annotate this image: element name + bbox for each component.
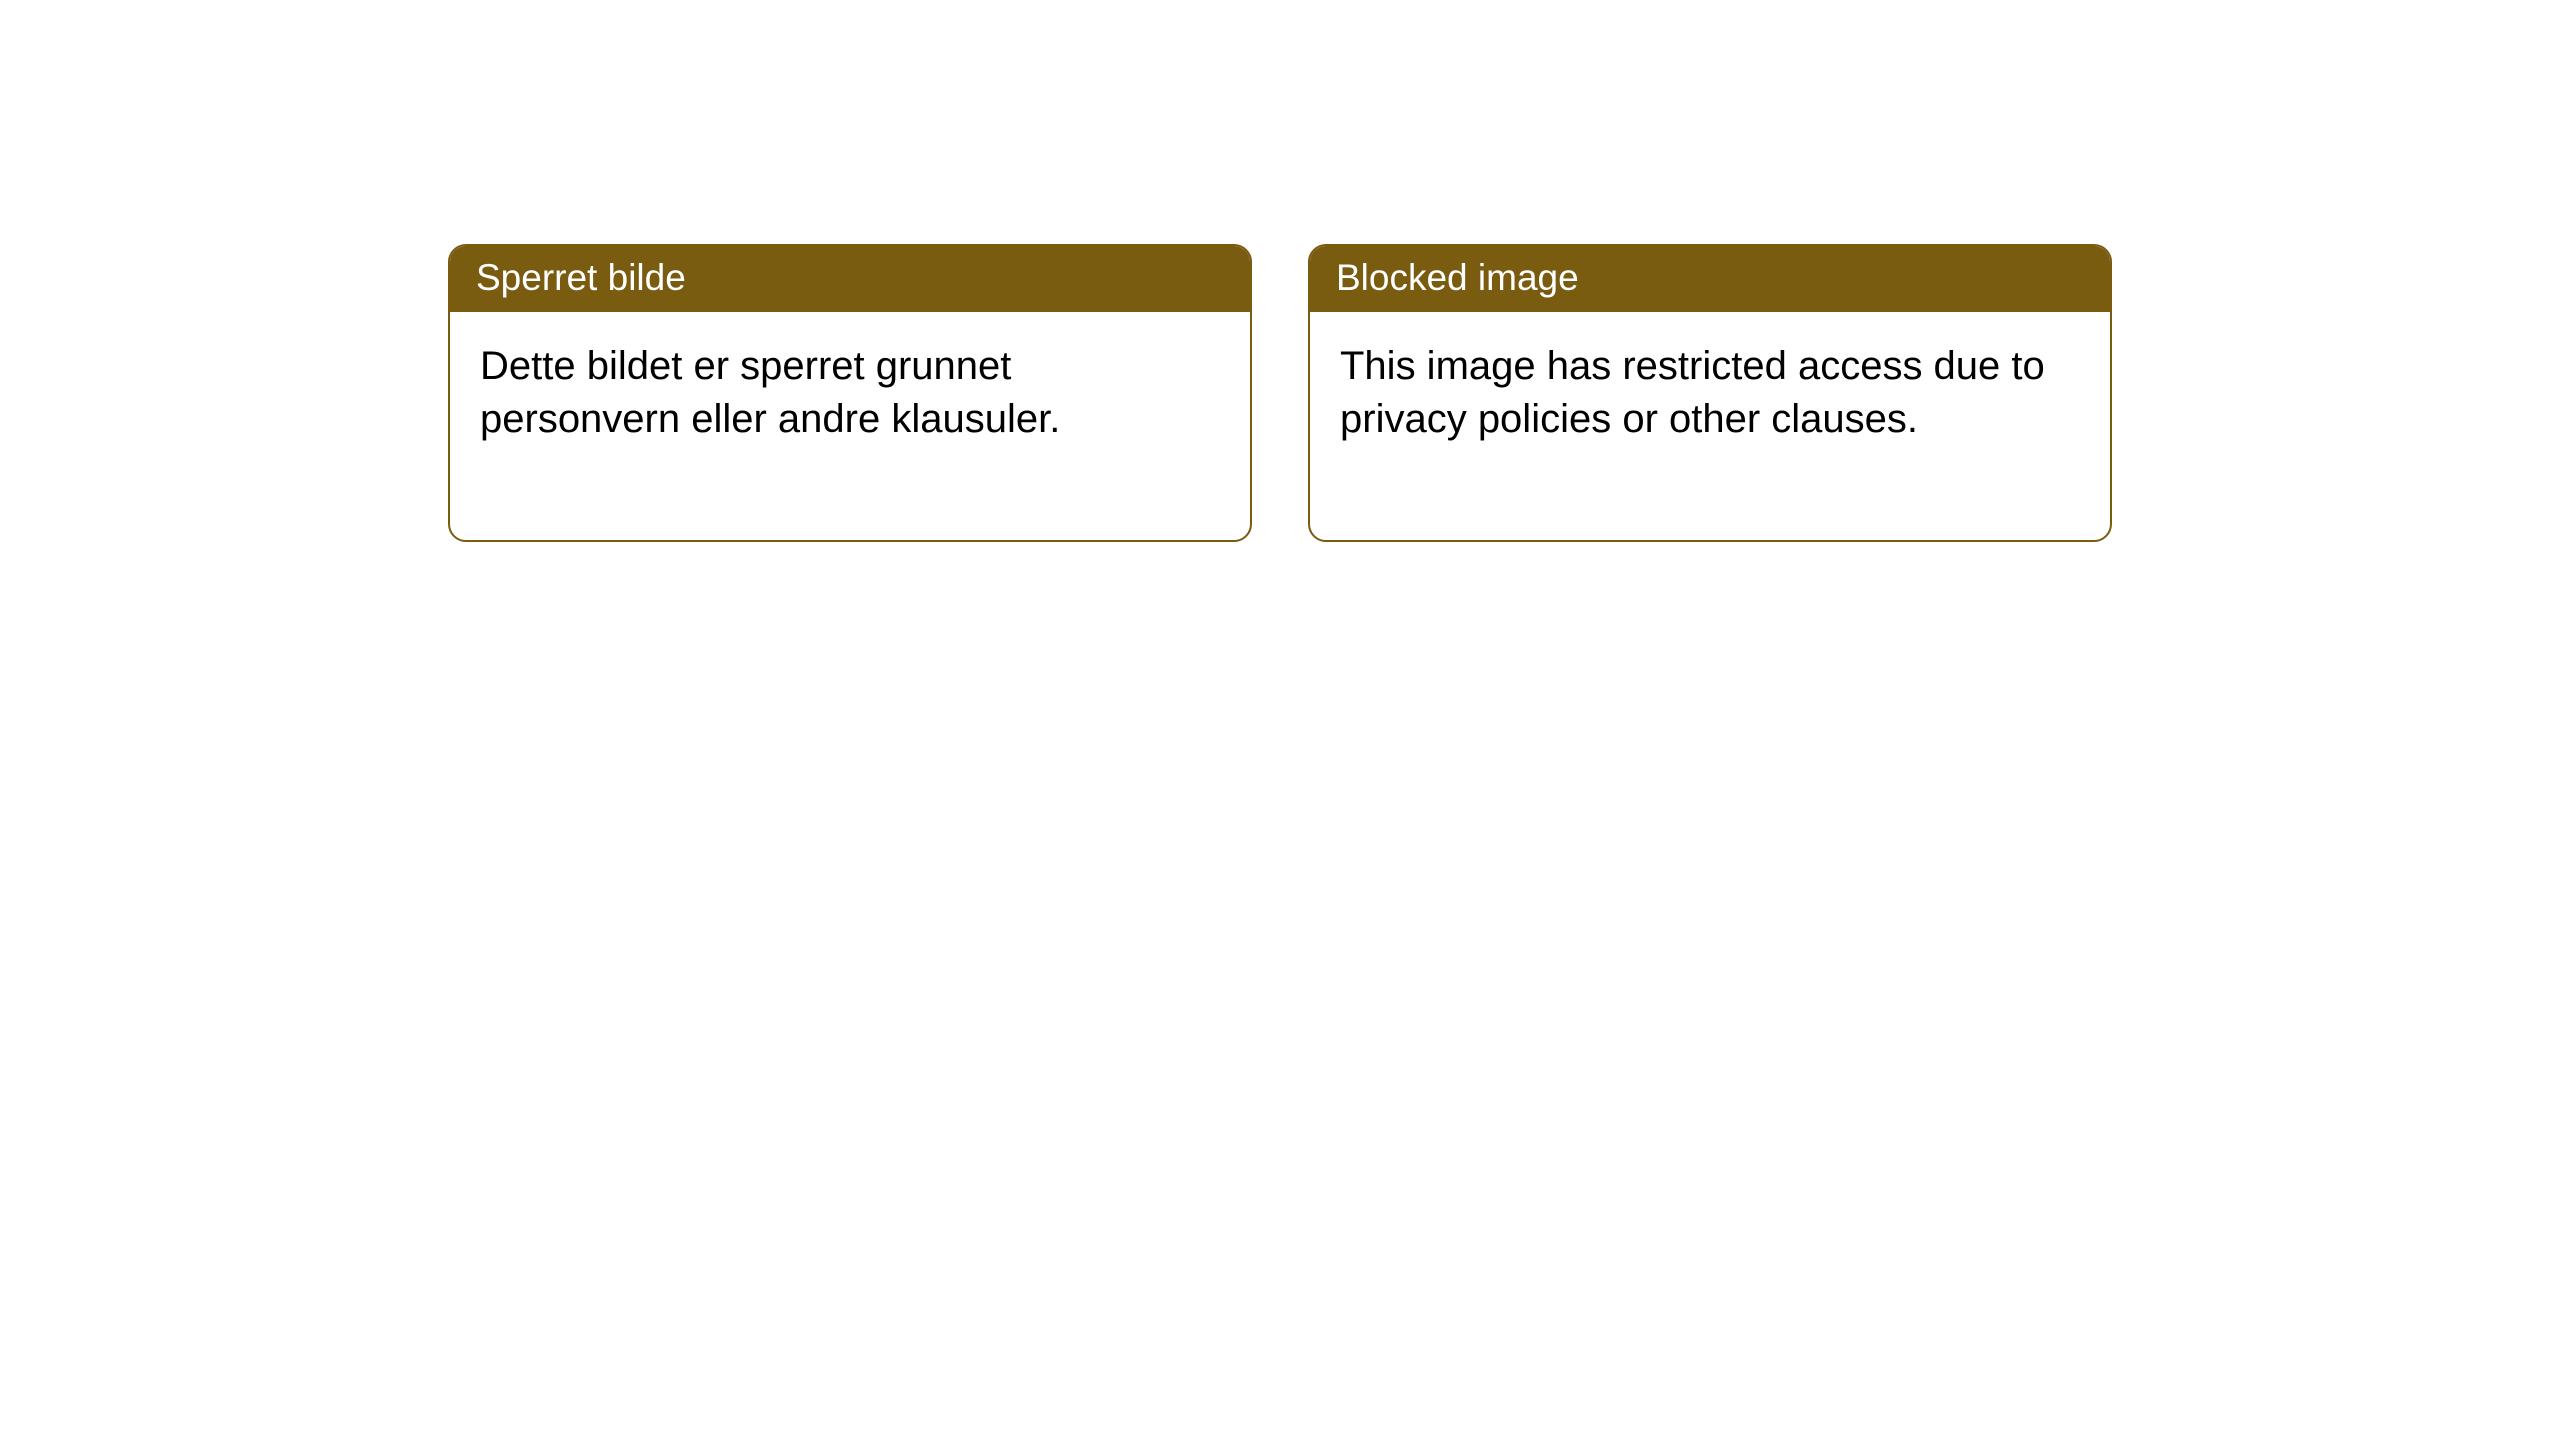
notice-box-norwegian: Sperret bilde Dette bildet er sperret gr… — [448, 244, 1252, 542]
notice-container: Sperret bilde Dette bildet er sperret gr… — [448, 244, 2112, 542]
notice-box-english: Blocked image This image has restricted … — [1308, 244, 2112, 542]
notice-body-english: This image has restricted access due to … — [1310, 312, 2110, 540]
notice-body-norwegian: Dette bildet er sperret grunnet personve… — [450, 312, 1250, 540]
notice-title-english: Blocked image — [1310, 246, 2110, 312]
notice-title-norwegian: Sperret bilde — [450, 246, 1250, 312]
